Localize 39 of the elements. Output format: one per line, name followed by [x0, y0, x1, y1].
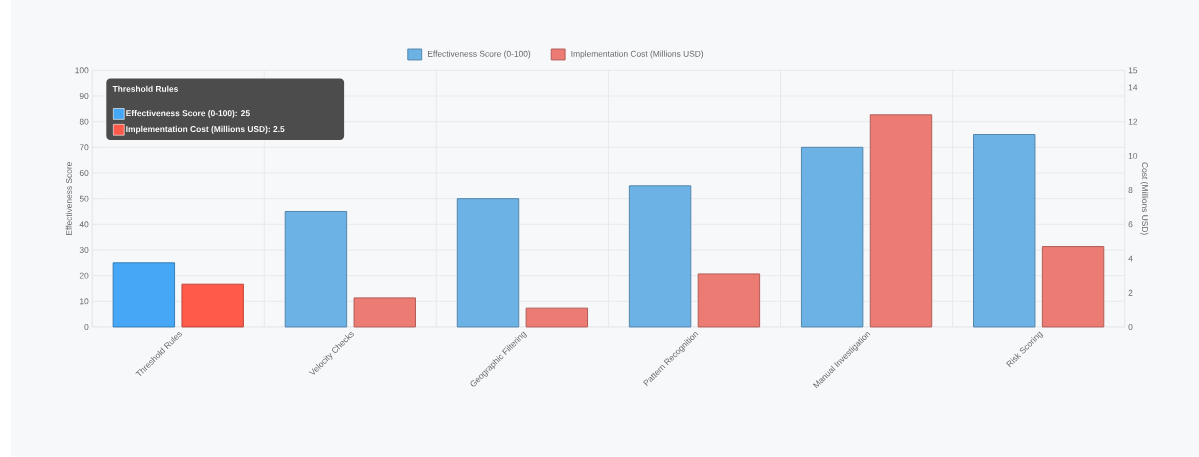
y-tick-label: 10: [80, 298, 89, 305]
y2-axis-title: Cost (Millions USD): [1140, 162, 1149, 235]
legend-label: Effectiveness Score (0-100): [428, 50, 531, 59]
bar: [973, 134, 1036, 328]
y2-tick-label: 14: [1128, 84, 1138, 91]
bar: [1041, 246, 1105, 328]
bar: [697, 273, 761, 328]
bar: [112, 262, 176, 328]
y-axis-title: Effectiveness Score: [65, 162, 72, 236]
y2-tick-label: 15: [1128, 67, 1138, 74]
y2-tick-label: 8: [1128, 187, 1133, 194]
y-tick-label: 20: [79, 272, 89, 279]
y-tick-label: 50: [79, 195, 89, 202]
annotation: Threshold Rules: [112, 85, 178, 92]
legend-label: Implementation Cost (Millions USD): [571, 50, 704, 59]
bar: [353, 297, 416, 328]
y-tick-label: 30: [79, 247, 89, 254]
y2-tick-label: 6: [1128, 221, 1133, 228]
y2-tick-label: 2: [1128, 289, 1133, 296]
bar: [525, 307, 589, 328]
y2-tick-label: 12: [1128, 118, 1138, 125]
y2-tick-label: 4: [1128, 255, 1133, 262]
annotation: Effectiveness Score (0-100): 25: [126, 110, 250, 118]
y-tick-label: 40: [79, 221, 89, 228]
y-tick-label: 90: [79, 93, 89, 100]
bar: [284, 211, 348, 328]
y2-tick-label: 10: [1128, 153, 1138, 159]
bar: [456, 198, 520, 328]
y-tick-label: 100: [75, 67, 89, 74]
bar: [800, 146, 864, 328]
annotation: Implementation Cost (Millions USD): 2.5: [126, 125, 285, 134]
y2-tick-label: 0: [1128, 324, 1133, 331]
bar: [869, 114, 933, 328]
bar: [181, 283, 244, 328]
y-tick-label: 0: [84, 324, 89, 331]
y-tick-label: 80: [79, 118, 89, 125]
y-tick-label: 60: [79, 170, 89, 177]
bar: [628, 185, 692, 328]
y-tick-label: 70: [79, 144, 89, 151]
